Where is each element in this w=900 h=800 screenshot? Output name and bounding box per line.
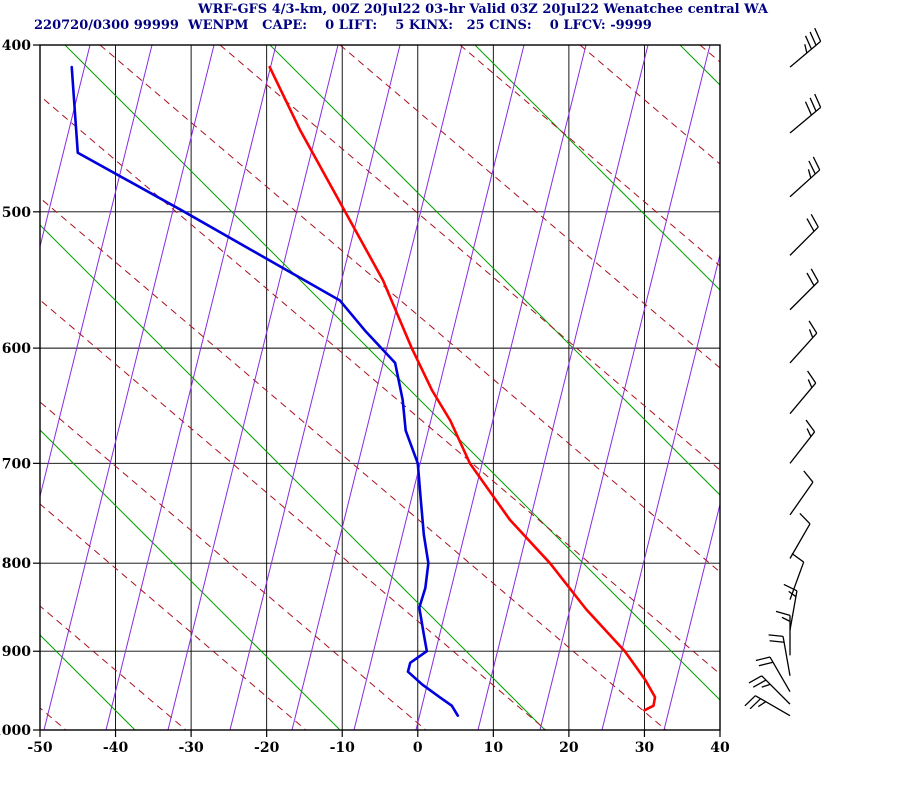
dry-adiabat-lines	[40, 45, 720, 730]
svg-text:-10: -10	[330, 740, 356, 756]
svg-text:-50: -50	[27, 740, 53, 756]
svg-text:30: 30	[635, 740, 655, 756]
svg-text:400: 400	[2, 38, 31, 54]
svg-text:600: 600	[2, 341, 31, 357]
svg-text:0: 0	[413, 740, 423, 756]
moist-adiabat-lines	[40, 45, 720, 730]
dewpoint-trace	[70, 65, 460, 717]
svg-text:20: 20	[559, 740, 579, 756]
mixing-ratio-lines	[40, 45, 720, 730]
chart-title: WRF-GFS 4/3-km, 00Z 20Jul22 03-hr Valid …	[198, 2, 768, 17]
svg-text:10: 10	[484, 740, 504, 756]
svg-text:1000: 1000	[0, 723, 31, 739]
plot-frame	[39, 44, 721, 731]
temperature-trace	[268, 65, 657, 712]
svg-text:800: 800	[2, 556, 31, 572]
svg-text:-20: -20	[254, 740, 280, 756]
svg-text:40: 40	[710, 740, 730, 756]
svg-text:900: 900	[2, 644, 31, 660]
svg-text:-30: -30	[178, 740, 204, 756]
wind-barbs	[744, 27, 822, 717]
axis-labels: 400 500 600 700 800 900 1000-50 -40 -30 -20 -10 0 10…	[0, 38, 730, 756]
svg-text:700: 700	[2, 456, 31, 472]
svg-text:-40: -40	[103, 740, 129, 756]
station-indices-line: 220720/0300 99999 WENPM CAPE: 0 LIFT: 5 …	[34, 18, 652, 33]
svg-text:500: 500	[2, 205, 31, 221]
